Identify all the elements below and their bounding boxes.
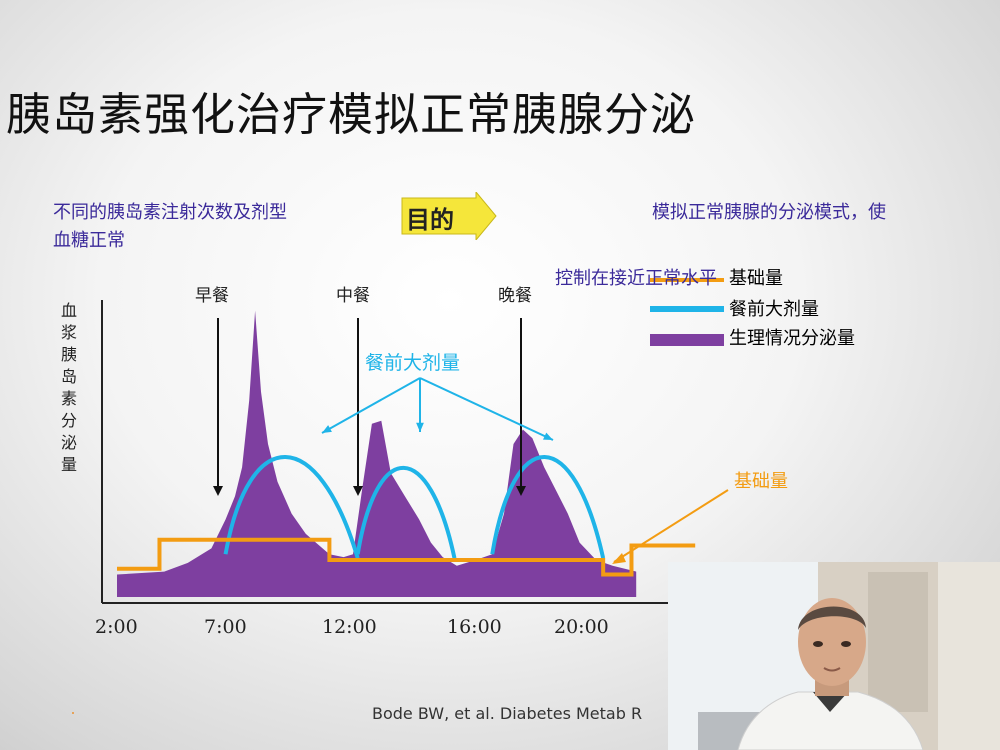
bolus-pointer-head-3 [543,432,553,440]
arrow-label: 目的 [406,206,454,234]
meal-arrowhead-1 [213,486,223,496]
legend-swatch-physiologic [650,334,724,346]
bolus-pointer-1 [321,377,421,434]
left-text-line1: 不同的胰岛素注射次数及剂型 [53,202,287,223]
meal-label-lunch: 中餐 [336,286,370,306]
meal-label-dinner: 晚餐 [498,286,532,306]
legend-label-physiologic: 生理情况分泌量 [729,328,855,349]
bolus-curve-3 [490,455,606,559]
basal-step-line [117,537,696,577]
bolus-pointer-head-2 [416,422,424,432]
decorative-dot [72,712,74,714]
citation: Bode BW, et al. Diabetes Metab R [372,704,643,723]
webcam-video-overlay [668,562,1000,750]
y-axis-label: 血浆胰岛素分泌量 [60,301,77,474]
legend-label-bolus: 餐前大剂量 [729,299,819,320]
bolus-curve-2 [355,465,457,559]
meal-arrowhead-3 [516,486,526,496]
x-tick-label-4: 16:00 [447,616,502,638]
left-text-line2: 血糖正常 [53,230,125,251]
x-tick-label-2: 7:00 [204,616,247,638]
bolus-pointer-3 [419,377,554,441]
basal-pointer-head [612,553,626,564]
right-text-line2: 控制在接近正常水平 [555,268,717,289]
x-tick-label-5: 20:00 [554,616,609,638]
bolus-curve-1 [223,455,360,559]
bolus-annotation: 餐前大剂量 [365,352,461,374]
basal-annotation: 基础量 [734,471,788,492]
bolus-pointer-head-1 [322,425,332,433]
legend-swatch-bolus [650,306,724,312]
x-tick-label-3: 12:00 [322,616,377,638]
physiologic-area [117,310,637,597]
meal-arrowhead-2 [353,486,363,496]
meal-label-breakfast: 早餐 [195,286,229,306]
right-text-line1: 模拟正常胰腺的分泌模式，使 [652,202,886,223]
x-tick-label-1: 2:00 [95,616,138,638]
legend-swatch-basal [650,278,724,282]
basal-pointer [613,489,729,563]
arrow-shape [401,192,497,240]
page-title: 胰岛素强化治疗模拟正常胰腺分泌 [6,88,697,141]
legend-label-basal: 基础量 [729,268,783,289]
